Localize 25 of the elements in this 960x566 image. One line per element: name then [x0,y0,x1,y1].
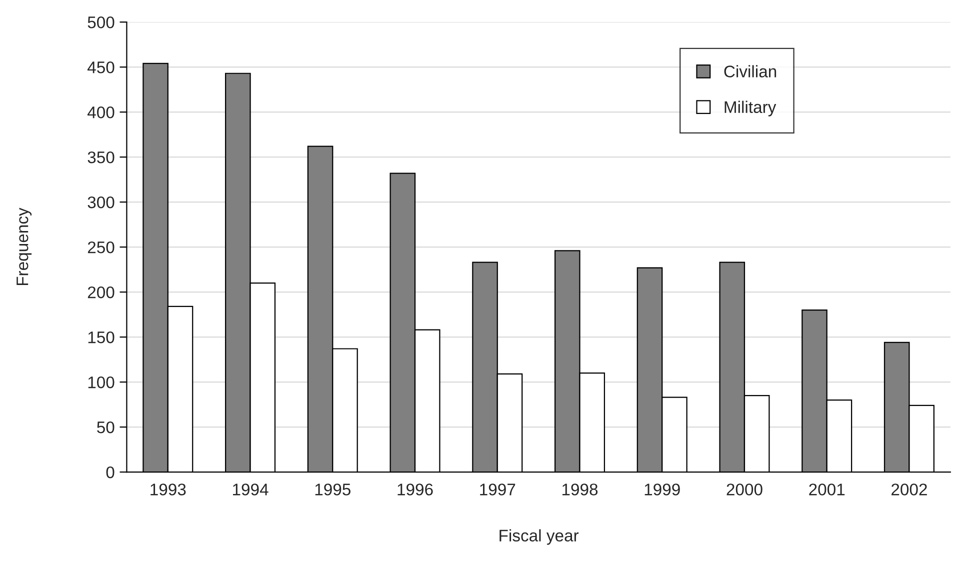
x-tick-label: 1996 [398,484,433,496]
y-tick-label: 250 [88,241,114,254]
y-tick-label: 50 [97,421,114,434]
y-tick-label: 350 [88,151,114,164]
y-tick-label: 400 [87,106,114,118]
y-tick-label: 450 [87,61,114,74]
x-tick-label: 1999 [644,484,680,496]
legend-label: Military [724,100,776,116]
x-tick-label: 2001 [809,484,845,496]
x-tick-label: 1998 [562,484,598,496]
y-axis-title: Frequency [16,208,32,286]
y-tick-label: 150 [88,331,114,344]
y-tick-label: 300 [88,196,114,208]
x-tick-label: 2002 [892,484,927,496]
y-tick-label: 0 [106,466,114,478]
y-tick-label: 100 [88,376,114,388]
x-axis-title: Fiscal year [500,529,579,545]
x-tick-label: 2000 [726,484,762,496]
x-tick-label: 1993 [150,484,186,496]
x-tick-label: 1994 [233,484,268,496]
x-tick-label: 1997 [480,484,516,496]
legend-label: Civilian [724,65,776,78]
y-tick-label: 200 [88,286,114,298]
x-tick-label: 1995 [315,484,350,496]
y-tick-label: 500 [88,16,114,28]
